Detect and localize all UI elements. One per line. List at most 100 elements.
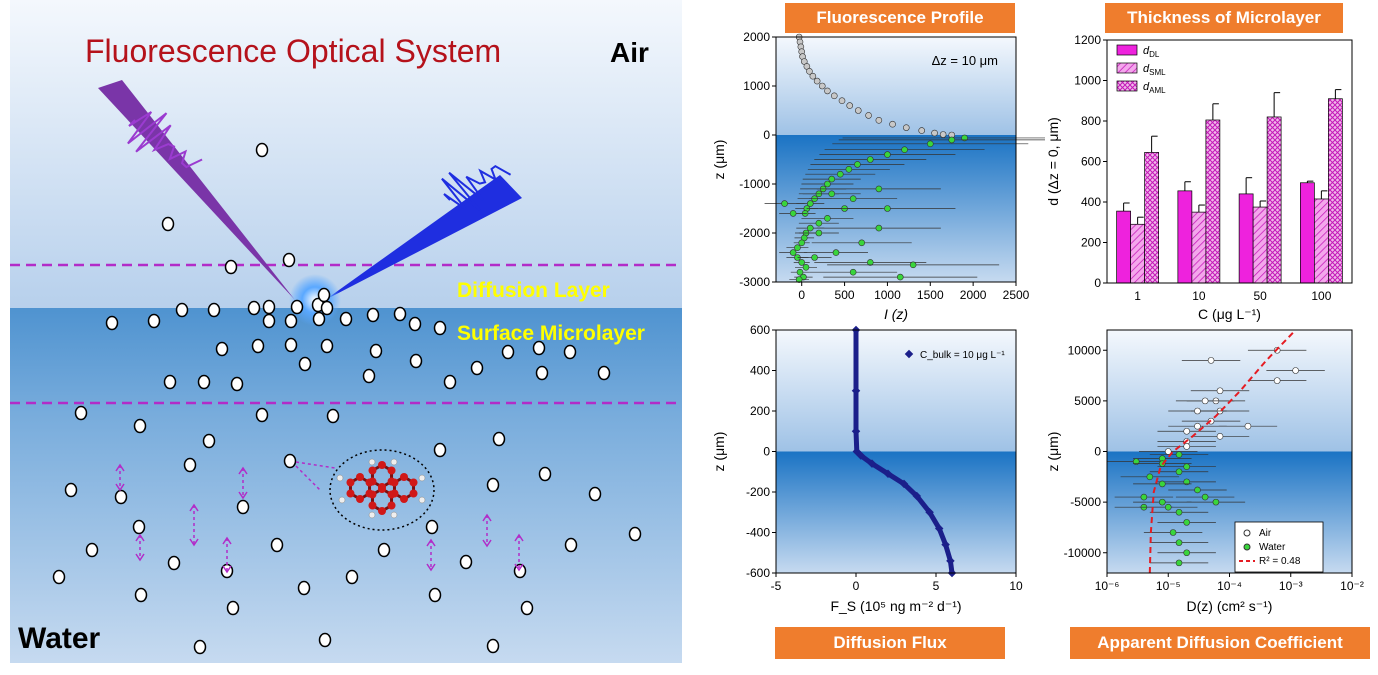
data-point: [824, 215, 831, 222]
particle: [284, 337, 298, 353]
particle: [163, 374, 177, 390]
particle: [377, 542, 391, 558]
data-point: [934, 524, 944, 533]
data-point: [1183, 478, 1190, 486]
x-tick-label: 10⁻⁵: [1156, 579, 1181, 593]
data-point: [1194, 407, 1201, 415]
hydrogen-atom: [418, 474, 426, 482]
legend-swatch: [1116, 62, 1138, 74]
carbon-atom: [409, 489, 418, 498]
legend-label: Water: [1259, 542, 1286, 553]
y-tick-label: -10000: [1064, 546, 1102, 560]
data-point: [789, 249, 797, 256]
particle: [317, 287, 331, 303]
data-point: [781, 200, 788, 207]
x-tick-label: -5: [771, 579, 782, 593]
x-tick-label: 10⁻⁶: [1095, 579, 1120, 593]
data-point: [1175, 539, 1183, 546]
data-point: [1175, 468, 1183, 476]
y-tick-label: 800: [1081, 114, 1101, 128]
hydrogen-atom: [368, 458, 376, 466]
data-point: [809, 72, 817, 80]
data-point: [1194, 422, 1201, 430]
particle: [320, 338, 334, 354]
schematic-panel: Fluorescence Optical System Air Diffusio…: [10, 0, 682, 663]
carbon-atom: [356, 473, 364, 481]
arrowhead-icon: [222, 536, 232, 574]
data-point: [828, 175, 836, 183]
x-tick-label: 2000: [960, 288, 987, 302]
y-tick-label: 200: [750, 404, 770, 418]
particle: [133, 418, 147, 434]
bar: [1205, 119, 1221, 284]
arrowhead-icon: [426, 538, 436, 572]
data-point: [1183, 463, 1190, 470]
y-tick-label: 1200: [1074, 33, 1101, 47]
particle: [297, 580, 311, 596]
carbon-atom: [409, 478, 418, 487]
data-point: [1175, 508, 1183, 516]
data-point: [846, 102, 854, 109]
data-point: [1216, 387, 1224, 395]
particle: [74, 405, 88, 421]
x-tick-label: 10⁻²: [1340, 579, 1364, 593]
data-point: [858, 239, 866, 247]
data-point: [806, 224, 814, 232]
x-tick-label: 1500: [917, 288, 944, 302]
carbon-atom: [346, 478, 355, 487]
data-point: [815, 219, 823, 227]
carbon-atom: [378, 461, 386, 469]
emission-wave-icon: [441, 164, 512, 211]
y-tick-label: 1000: [1074, 74, 1101, 88]
arrowhead-icon: [189, 503, 199, 547]
data-point: [884, 151, 891, 158]
data-point: [813, 77, 821, 85]
annotation: Δz = 10 μm: [932, 53, 998, 68]
data-point: [854, 161, 861, 168]
particle: [470, 360, 484, 376]
data-point: [1140, 493, 1148, 501]
particle: [247, 300, 261, 316]
data-point: [875, 185, 883, 193]
data-point: [1216, 433, 1224, 440]
data-point: [884, 205, 891, 212]
particle: [588, 486, 602, 502]
y-tick-label: 5000: [1074, 394, 1101, 408]
data-point: [883, 469, 893, 479]
data-point: [1132, 458, 1140, 465]
legend-label: dDL: [1143, 45, 1160, 59]
hydrogen-atom: [338, 496, 346, 504]
x-axis-label: F_S (10⁵ ng m⁻² d⁻¹): [830, 598, 961, 614]
y-tick-label: 600: [750, 323, 770, 337]
data-point: [1169, 529, 1177, 536]
data-point: [856, 451, 866, 460]
carbon-atom: [400, 473, 408, 481]
water-region: [10, 308, 682, 663]
bar: [1300, 182, 1315, 284]
data-point: [806, 67, 813, 75]
data-point: [948, 136, 956, 144]
binding-arrow: [295, 461, 336, 469]
data-point: [828, 190, 836, 198]
particle: [52, 569, 66, 585]
x-tick-label: 10⁻³: [1279, 579, 1303, 593]
y-tick-label: -600: [746, 566, 770, 580]
data-point: [795, 276, 803, 283]
y-tick-label: 200: [1081, 236, 1101, 250]
x-tick-label: 50: [1253, 289, 1267, 303]
data-point: [1183, 427, 1190, 435]
particle: [105, 315, 119, 331]
y-tick-label: 400: [750, 364, 770, 378]
banner-flux: Diffusion Flux: [775, 627, 1005, 659]
hydrogen-atom: [390, 458, 398, 466]
data-point: [1164, 503, 1172, 511]
y-tick-label: -400: [746, 526, 770, 540]
particle: [326, 408, 340, 424]
bar: [1238, 193, 1254, 284]
data-point: [851, 427, 861, 436]
x-tick-label: 2500: [1003, 288, 1030, 302]
legend-label: R² = 0.48: [1259, 556, 1301, 567]
data-point: [830, 92, 838, 100]
carbon-atom: [378, 507, 386, 515]
bar: [1191, 211, 1207, 284]
